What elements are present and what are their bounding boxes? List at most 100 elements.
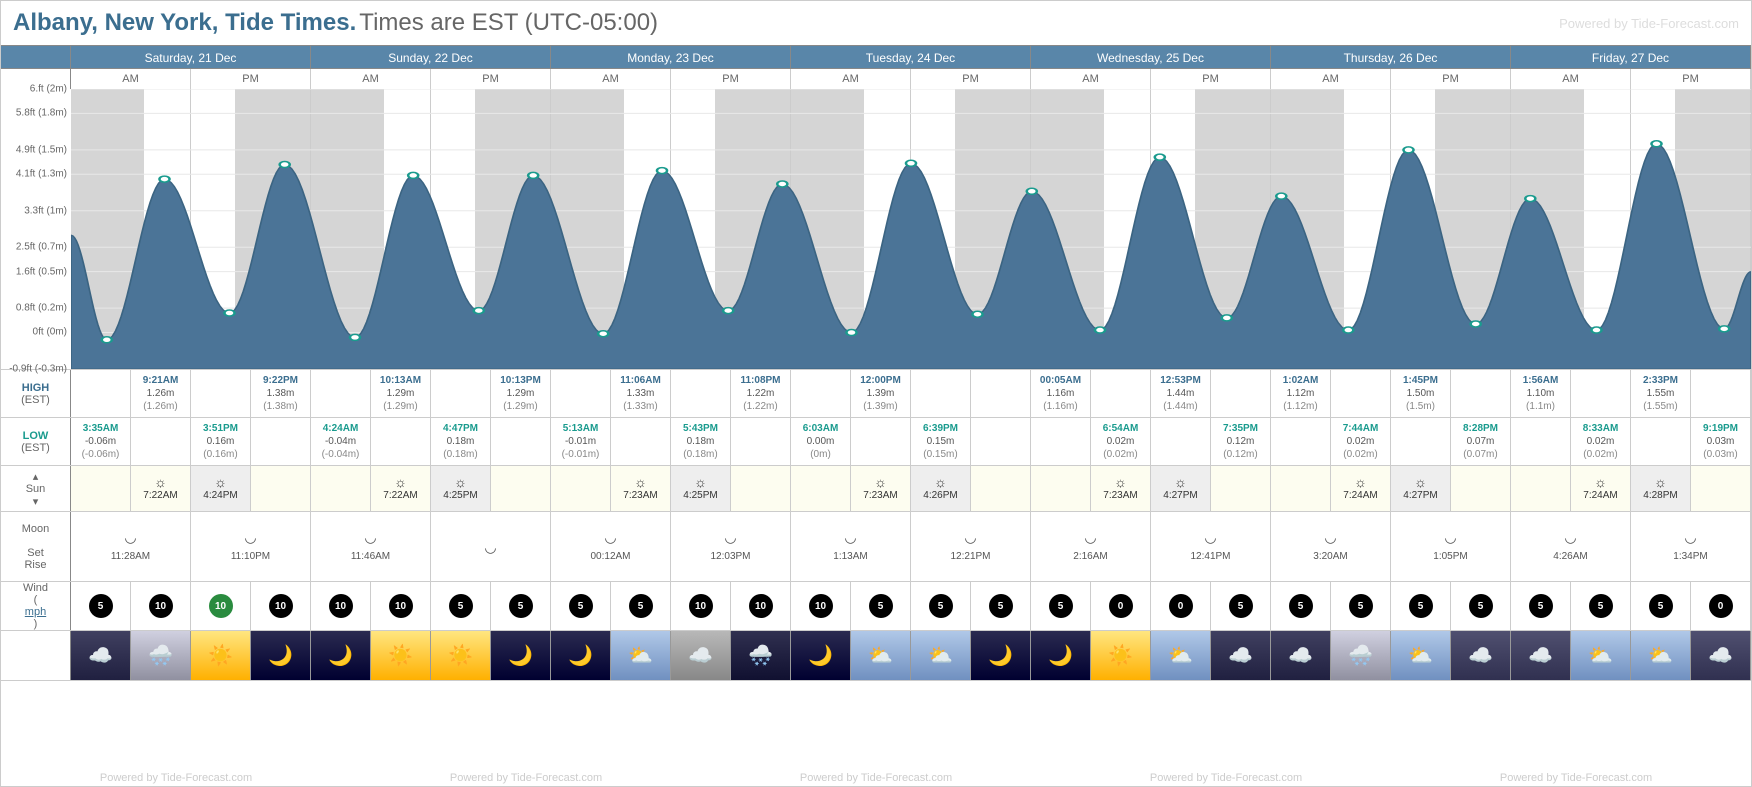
weather-icon: ☀️ [191, 631, 250, 680]
weather-icon: 🌨️ [1331, 631, 1390, 680]
moon-cell: ◡2:16AM [1031, 512, 1151, 581]
wind-speed-ball: 10 [209, 594, 233, 618]
day-header: Tuesday, 24 Dec [791, 46, 1031, 68]
moon-cell: ◡00:12AM [551, 512, 671, 581]
moon-cell: ◡1:34PM [1631, 512, 1751, 581]
weather-cell: 🌙 [251, 631, 311, 680]
day-header: Thursday, 26 Dec [1271, 46, 1511, 68]
watermark-top: Powered by Tide-Forecast.com [1559, 16, 1739, 31]
low-cell: 6:54AM0.02m(0.02m) [1091, 418, 1151, 465]
weather-cell: 🌨️ [731, 631, 791, 680]
ampm-header-row: AMPMAMPMAMPMAMPMAMPMAMPMAMPM [1, 69, 1751, 89]
high-cell [1091, 370, 1151, 417]
moon-icon: ◡ [964, 527, 976, 547]
wind-cell: 5 [1211, 582, 1271, 630]
wind-cell: 10 [191, 582, 251, 630]
wind-cell: 5 [911, 582, 971, 630]
weather-icon: 🌙 [311, 631, 370, 680]
weather-icon: ⛅ [1151, 631, 1210, 680]
sunset-icon: ☼ [1174, 475, 1187, 489]
wind-cell: 10 [791, 582, 851, 630]
low-cell [1631, 418, 1691, 465]
wind-row: Wind(mph) 510101010105555101010555500555… [1, 582, 1751, 631]
weather-cell: ☀️ [1091, 631, 1151, 680]
low-cell [1031, 418, 1091, 465]
high-cell: 1:45PM1.50m(1.5m) [1391, 370, 1451, 417]
weather-cell: ☁️ [1211, 631, 1271, 680]
wind-speed-ball: 5 [1649, 594, 1673, 618]
moon-cell: ◡ [431, 512, 551, 581]
wind-speed-ball: 10 [809, 594, 833, 618]
high-cell [551, 370, 611, 417]
wind-speed-ball: 5 [1349, 594, 1373, 618]
wind-cell: 5 [1391, 582, 1451, 630]
weather-cell: ⛅ [911, 631, 971, 680]
sunrise-icon: ☼ [394, 475, 407, 489]
day-header: Monday, 23 Dec [551, 46, 791, 68]
high-tide-row: HIGH(EST) 9:21AM1.26m(1.26m)9:22PM1.38m(… [1, 370, 1751, 418]
low-cell: 8:33AM0.02m(0.02m) [1571, 418, 1631, 465]
moon-cell: ◡3:20AM [1271, 512, 1391, 581]
day-header: Wednesday, 25 Dec [1031, 46, 1271, 68]
low-cell [1511, 418, 1571, 465]
weather-cell: 🌙 [551, 631, 611, 680]
weather-cell: ⛅ [1631, 631, 1691, 680]
moon-icon: ◡ [244, 527, 256, 547]
low-cell: 7:35PM0.12m(0.12m) [1211, 418, 1271, 465]
sunrise-icon: ☼ [1594, 475, 1607, 489]
weather-icon: ⛅ [1391, 631, 1450, 680]
high-cell [911, 370, 971, 417]
weather-cell: ☁️ [1271, 631, 1331, 680]
weather-icon: ⛅ [1631, 631, 1690, 680]
weather-icon: 🌙 [491, 631, 550, 680]
wind-cell: 5 [431, 582, 491, 630]
high-cell: 9:21AM1.26m(1.26m) [131, 370, 191, 417]
high-cell: 00:05AM1.16m(1.16m) [1031, 370, 1091, 417]
moon-cell: ◡11:46AM [311, 512, 431, 581]
wind-speed-ball: 5 [929, 594, 953, 618]
moon-row: MoonSetRise ◡11:28AM◡11:10PM◡11:46AM◡◡00… [1, 512, 1751, 582]
weather-icon: 🌨️ [731, 631, 790, 680]
wind-speed-ball: 10 [149, 594, 173, 618]
weather-cell: ☁️ [1451, 631, 1511, 680]
weather-cell: ☁️ [1691, 631, 1751, 680]
weather-cell: 🌙 [971, 631, 1031, 680]
weather-cell: 🌙 [311, 631, 371, 680]
weather-cell: ☁️ [1511, 631, 1571, 680]
weather-icon: ⛅ [851, 631, 910, 680]
sunrise-icon: ☼ [1354, 475, 1367, 489]
weather-icon: ☀️ [431, 631, 490, 680]
low-cell [731, 418, 791, 465]
watermark-footer: Powered by Tide-Forecast.comPowered by T… [1, 772, 1751, 784]
wind-speed-ball: 10 [389, 594, 413, 618]
weather-icon: ☁️ [671, 631, 730, 680]
wind-cell: 0 [1151, 582, 1211, 630]
wind-speed-ball: 10 [749, 594, 773, 618]
high-cell: 2:33PM1.55m(1.55m) [1631, 370, 1691, 417]
low-cell [851, 418, 911, 465]
weather-cell: ☀️ [191, 631, 251, 680]
date-header-row: Saturday, 21 DecSunday, 22 DecMonday, 23… [1, 45, 1751, 69]
wind-speed-ball: 10 [689, 594, 713, 618]
moon-cell: ◡12:21PM [911, 512, 1031, 581]
tide-forecast-panel: Albany, New York, Tide Times. Times are … [0, 0, 1752, 787]
wind-unit-link[interactable]: mph [25, 606, 46, 618]
high-cell [431, 370, 491, 417]
wind-speed-ball: 0 [1169, 594, 1193, 618]
wind-cell: 5 [491, 582, 551, 630]
wind-cell: 0 [1091, 582, 1151, 630]
high-cell [671, 370, 731, 417]
high-cell [191, 370, 251, 417]
low-cell: 6:03AM0.00m(0m) [791, 418, 851, 465]
wind-speed-ball: 5 [1049, 594, 1073, 618]
moon-icon: ◡ [604, 527, 616, 547]
weather-icon: ☁️ [1211, 631, 1270, 680]
weather-cell: ☀️ [431, 631, 491, 680]
moon-icon: ◡ [1564, 527, 1576, 547]
sunset-icon: ☼ [1654, 475, 1667, 489]
moon-icon: ◡ [724, 527, 736, 547]
day-header: Saturday, 21 Dec [71, 46, 311, 68]
sunset-icon: ☼ [934, 475, 947, 489]
low-cell [971, 418, 1031, 465]
weather-cell: 🌨️ [1331, 631, 1391, 680]
